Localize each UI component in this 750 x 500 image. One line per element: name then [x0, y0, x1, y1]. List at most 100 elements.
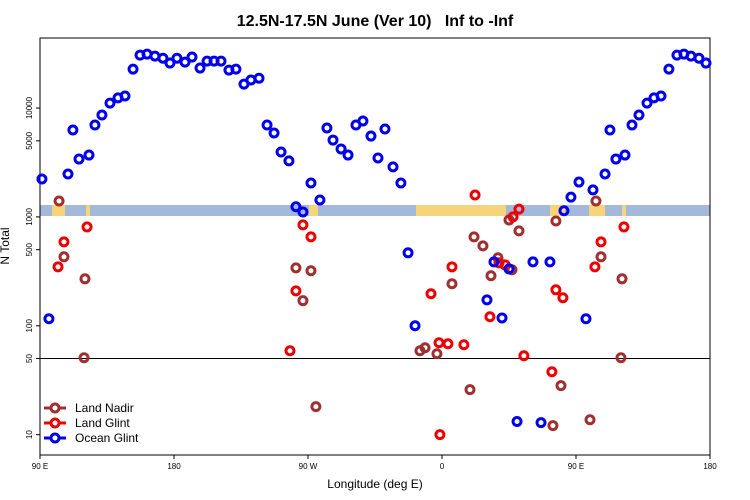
- marker: [599, 168, 611, 180]
- marker: [544, 256, 556, 268]
- marker: [446, 261, 458, 273]
- marker: [550, 284, 562, 296]
- marker: [610, 153, 622, 165]
- marker: [36, 173, 48, 185]
- land-mask: [40, 205, 710, 216]
- marker: [587, 184, 599, 196]
- marker: [194, 62, 206, 74]
- marker: [558, 205, 570, 217]
- marker: [171, 52, 183, 64]
- marker: [546, 366, 558, 378]
- legend-label: Ocean Glint: [75, 431, 139, 445]
- marker: [89, 119, 101, 131]
- marker: [481, 294, 493, 306]
- marker: [365, 130, 377, 142]
- marker: [67, 124, 79, 136]
- y-tick-label: 10: [25, 430, 34, 439]
- marker: [633, 109, 645, 121]
- marker: [485, 270, 497, 282]
- legend-label: Land Glint: [75, 416, 130, 430]
- marker: [626, 119, 638, 131]
- marker: [590, 195, 602, 207]
- legend-marker: [49, 432, 61, 444]
- y-tick-label: 5000: [25, 131, 34, 149]
- marker: [655, 90, 667, 102]
- marker: [589, 261, 601, 273]
- marker: [305, 177, 317, 189]
- legend-marker: [49, 402, 61, 414]
- marker: [507, 211, 519, 223]
- marker: [619, 149, 631, 161]
- land-patch: [550, 205, 565, 216]
- marker: [81, 221, 93, 233]
- marker: [395, 177, 407, 189]
- land-patch: [589, 205, 605, 216]
- marker: [327, 134, 339, 146]
- land-patch: [309, 205, 318, 216]
- marker: [518, 350, 530, 362]
- x-tick-label: 180: [703, 462, 717, 471]
- y-tick-label: 500: [25, 242, 34, 256]
- marker: [496, 312, 508, 324]
- marker: [215, 55, 227, 67]
- marker: [402, 247, 414, 259]
- marker: [419, 342, 431, 354]
- marker: [164, 57, 176, 69]
- legend-label: Land Nadir: [75, 401, 134, 415]
- marker: [119, 90, 131, 102]
- marker: [535, 417, 547, 429]
- marker: [477, 240, 489, 252]
- marker: [503, 263, 515, 275]
- marker: [127, 63, 139, 75]
- marker: [409, 320, 421, 332]
- marker: [335, 143, 347, 155]
- marker: [580, 313, 592, 325]
- marker: [595, 251, 607, 263]
- marker: [372, 152, 384, 164]
- marker: [321, 122, 333, 134]
- marker: [464, 384, 476, 396]
- marker: [268, 127, 280, 139]
- marker: [555, 380, 567, 392]
- y-tick-label: 50: [25, 354, 34, 363]
- marker: [284, 345, 296, 357]
- marker: [73, 153, 85, 165]
- y-tick-label: 1000: [25, 207, 34, 225]
- marker: [433, 337, 445, 349]
- marker: [434, 429, 446, 441]
- marker: [513, 203, 525, 215]
- marker: [253, 72, 265, 84]
- marker: [379, 123, 391, 135]
- marker: [297, 295, 309, 307]
- marker: [584, 414, 596, 426]
- marker: [230, 63, 242, 75]
- x-tick-label: 90 E: [568, 462, 584, 471]
- marker: [604, 124, 616, 136]
- marker: [305, 265, 317, 277]
- land-patch: [416, 205, 506, 216]
- marker: [442, 338, 454, 350]
- land-patch: [52, 205, 65, 216]
- marker: [305, 231, 317, 243]
- marker: [700, 57, 712, 69]
- x-axis-label: Longitude (deg E): [327, 477, 422, 491]
- marker: [618, 221, 630, 233]
- marker: [52, 261, 64, 273]
- land-patch: [86, 205, 90, 216]
- x-tick-label: 90 W: [299, 462, 318, 471]
- marker: [641, 97, 653, 109]
- marker: [565, 191, 577, 203]
- marker: [104, 97, 116, 109]
- marker: [283, 155, 295, 167]
- marker: [511, 416, 523, 428]
- marker: [290, 262, 302, 274]
- marker: [342, 149, 354, 161]
- marker: [573, 176, 585, 188]
- legend-marker: [49, 417, 61, 429]
- marker: [53, 195, 65, 207]
- land-patch: [622, 205, 626, 216]
- marker: [484, 311, 496, 323]
- marker: [616, 273, 628, 285]
- marker: [595, 236, 607, 248]
